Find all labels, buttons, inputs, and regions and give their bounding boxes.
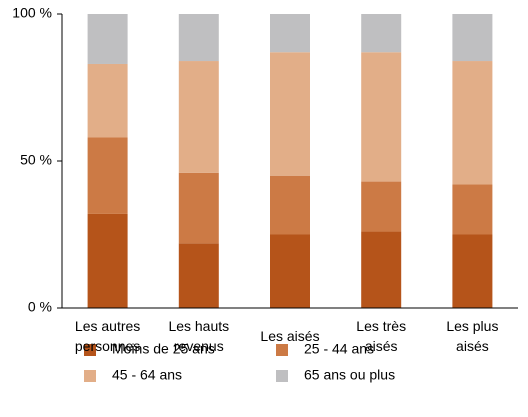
bar-segment: [87, 137, 128, 214]
legend-swatch: [84, 344, 96, 356]
legend-label: 65 ans ou plus: [304, 367, 395, 383]
bar-segment: [178, 243, 219, 308]
y-tick-label: 100 %: [12, 5, 52, 21]
bar-segment: [178, 172, 219, 244]
legend-swatch: [276, 344, 288, 356]
bar-segment: [270, 52, 310, 176]
x-tick-label: Les aisés: [260, 328, 320, 344]
y-tick-label: 0 %: [28, 299, 52, 315]
bar-segment: [361, 231, 402, 308]
x-tick-label: Les plus aisés: [446, 318, 499, 354]
bar-segment: [87, 14, 128, 64]
x-tick-label: Les très aisés: [356, 318, 407, 354]
x-tick-label: Les autres personnes: [74, 318, 141, 354]
bar-segment: [270, 234, 310, 308]
legend-label: 45 - 64 ans: [112, 367, 182, 383]
bar-segment: [178, 14, 219, 62]
bar-segment: [361, 14, 402, 53]
x-tick-label: Les hauts revenus: [168, 318, 230, 354]
bar-segment: [452, 184, 493, 235]
bar-segment: [87, 213, 128, 308]
bar-segment: [452, 61, 493, 185]
legend-swatch: [84, 370, 96, 382]
bar-segment: [178, 61, 219, 173]
bar-segment: [361, 181, 402, 232]
legend-label: 25 - 44 ans: [304, 341, 374, 357]
bar-segment: [452, 234, 493, 308]
bar-segment: [270, 175, 310, 235]
y-tick-label: 50 %: [20, 152, 52, 168]
bar-segment: [87, 63, 128, 138]
bar-segment: [361, 52, 402, 182]
bar-segment: [270, 14, 310, 53]
legend-label: Moins de 25 ans: [112, 341, 215, 357]
legend-swatch: [276, 370, 288, 382]
bar-segment: [452, 14, 493, 62]
